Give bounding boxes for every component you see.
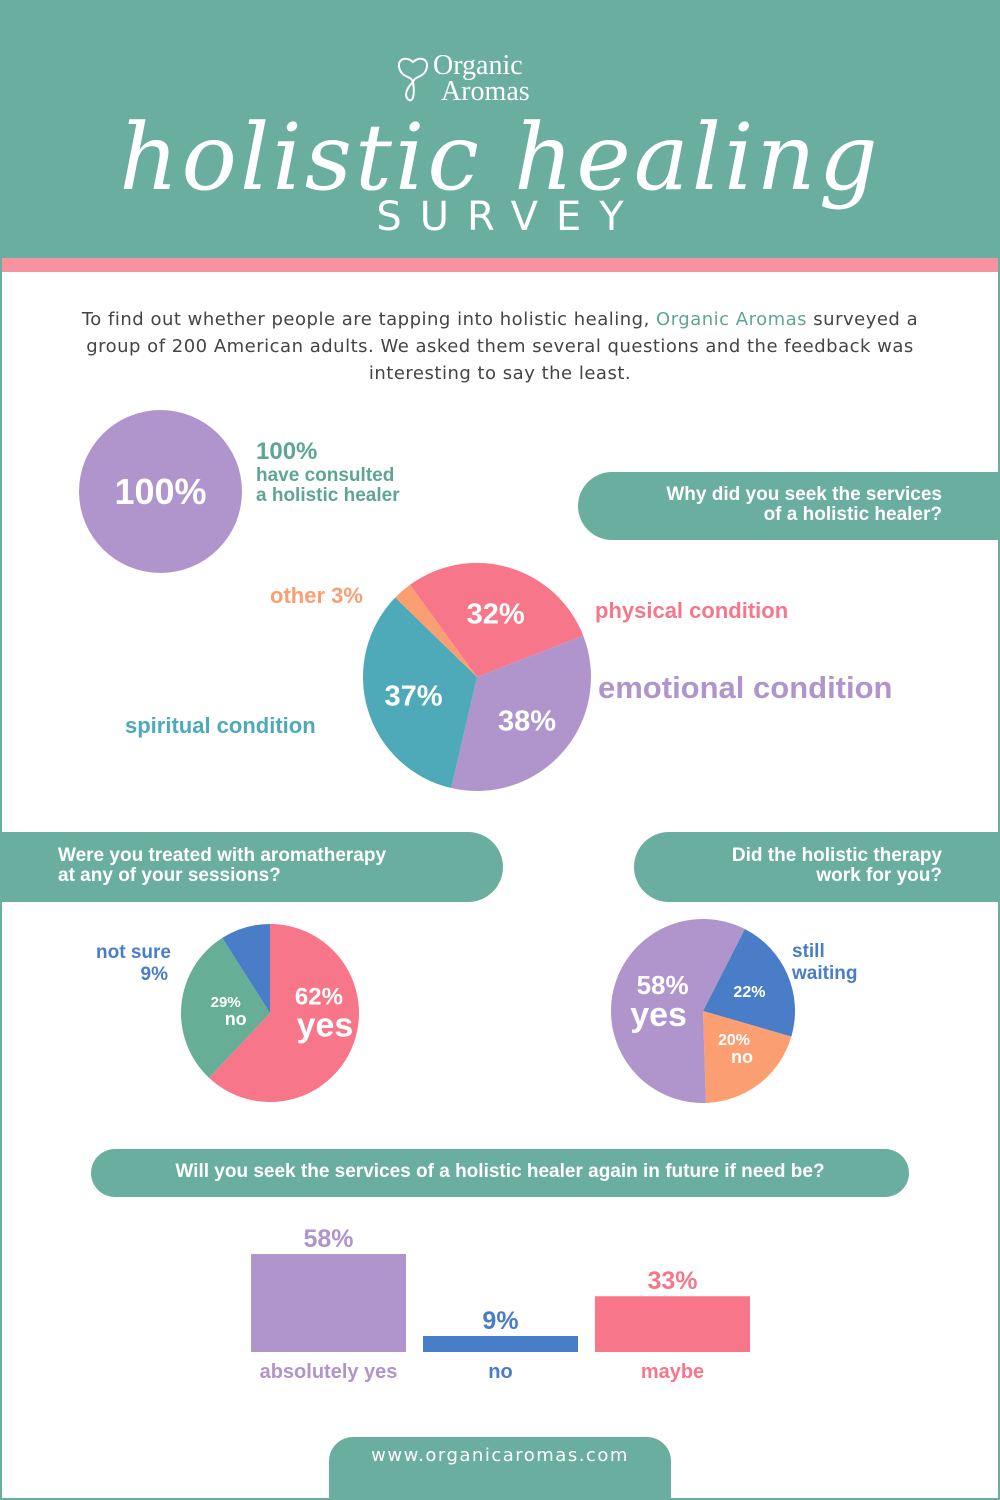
pie3-value-still-waiting: 22%	[733, 984, 765, 1001]
bar-absolutely-yes	[251, 1254, 406, 1352]
consulted-percent: 100%	[256, 438, 318, 465]
question-1-banner: Why did you seek the services of a holis…	[578, 472, 1000, 540]
pie3-slice-no	[703, 1011, 792, 1103]
future-visit-bar-chart: 58% absolutely yes 9% no 33% maybe	[251, 1225, 750, 1383]
footer-url[interactable]: www.organicaromas.com	[371, 1445, 629, 1466]
pie2-not-sure-value: 9%	[140, 964, 168, 985]
page-subtitle: SURVEY	[376, 194, 642, 240]
pie2-value-yes: 62%	[295, 983, 343, 1010]
bar-category-maybe: maybe	[641, 1361, 704, 1383]
pie2-value-no: 29%	[211, 994, 241, 1011]
pie3-still-waiting-text: still waiting	[792, 941, 858, 984]
intro-text-before: To find out whether people are tapping i…	[81, 309, 657, 330]
butterfly-icon	[397, 57, 429, 102]
reasons-pie-chart: 32% 38% 37%	[363, 563, 591, 791]
page-title: holistic healing	[119, 104, 881, 211]
pie1-label-other: other 3%	[270, 583, 363, 608]
pie3-slice-still-waiting	[703, 929, 795, 1037]
intro-paragraph: To find out whether people are tapping i…	[60, 306, 940, 387]
bar-category-no: no	[488, 1361, 512, 1383]
pie1-value-physical-condition: 32%	[467, 599, 525, 631]
question-1-line1: Why did you seek the services	[666, 484, 942, 505]
therapy-result-pie-chart: 22% 20%no 58%yes	[611, 919, 795, 1103]
footer-url-tab[interactable]: www.organicaromas.com	[329, 1437, 671, 1500]
intro-brand-name: Organic Aromas	[656, 309, 808, 330]
pie3-value-yes: 58%	[637, 970, 689, 1000]
pie3-slice-yes	[611, 919, 745, 1103]
intro-text-after: surveyed a group of 200 American adults.…	[86, 309, 919, 384]
logo-text-line2: Aromas	[441, 76, 530, 107]
question-4-text: Will you seek the services of a holistic…	[175, 1161, 825, 1182]
pie3-value-no: 20%	[718, 1032, 750, 1049]
pie2-not-sure-text: not sure	[96, 942, 171, 963]
bar-value-maybe: 33%	[647, 1267, 697, 1295]
pie1-label-emotional: emotional condition	[598, 670, 893, 705]
question-1-line2: of a holistic healer?	[763, 504, 942, 525]
question-4-banner: Will you seek the services of a holistic…	[91, 1149, 909, 1197]
pie3-label-yes: yes	[630, 996, 687, 1034]
consulted-circle-label: 100%	[114, 470, 207, 512]
question-3-line1: Did the holistic therapy	[731, 845, 942, 866]
pie2-label-no: no	[225, 1009, 247, 1029]
pie1-slice-other	[395, 584, 477, 677]
question-3-line2: work for you?	[816, 865, 942, 886]
pie3-label-no: no	[731, 1047, 753, 1067]
pie1-label-physical: physical condition	[595, 598, 789, 623]
pie1-slice-spiritual-condition	[363, 597, 477, 789]
header-divider	[0, 258, 1000, 272]
question-2-banner: Were you treated with aromatherapy at an…	[0, 832, 503, 902]
pie3-label-still-waiting: still waiting	[792, 941, 892, 985]
question-2-line1: Were you treated with aromatherapy	[58, 845, 387, 866]
pie1-value-spiritual-condition: 37%	[385, 681, 443, 713]
bar-value-absolutely-yes: 58%	[303, 1225, 353, 1253]
aromatherapy-pie-chart: 62%yes 29%no	[181, 924, 359, 1102]
question-3-banner: Did the holistic therapy work for you?	[634, 832, 1000, 902]
bar-maybe	[595, 1296, 750, 1352]
pie2-label-yes: yes	[297, 1006, 354, 1044]
consulted-circle: 100%	[79, 410, 242, 573]
pie1-value-emotional-condition: 38%	[498, 705, 556, 737]
pie2-slice-no	[181, 937, 270, 1078]
consulted-caption: have consulted a holistic healer	[256, 466, 496, 506]
brand-logo: Organic Aromas	[395, 50, 635, 110]
pie2-slice-not-sure	[222, 924, 270, 1013]
bar-no	[423, 1336, 578, 1352]
header-banner: Organic Aromas holistic healing SURVEY	[0, 0, 1000, 258]
question-2-line2: at any of your sessions?	[58, 865, 281, 886]
bar-value-no: 9%	[482, 1307, 518, 1335]
logo-text-line1: Organic	[433, 50, 523, 81]
pie2-slice-yes	[209, 924, 359, 1102]
bar-category-absolutely-yes: absolutely yes	[260, 1361, 398, 1383]
pie1-label-spiritual: spiritual condition	[125, 713, 316, 738]
consulted-caption-line1: have consulted	[256, 465, 395, 486]
pie1-slice-physical-condition	[409, 563, 584, 677]
consulted-caption-line2: a holistic healer	[256, 485, 400, 506]
pie2-label-not-sure: not sure 9%	[96, 942, 171, 986]
pie1-slice-emotional-condition	[451, 635, 591, 791]
